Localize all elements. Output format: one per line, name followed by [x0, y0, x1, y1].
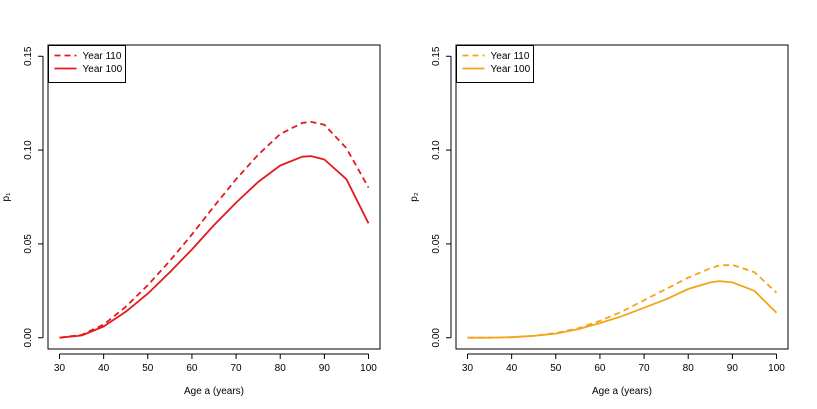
x-tick-label: 100 [360, 363, 377, 374]
legend-box [456, 45, 534, 83]
y-axis-label: p₂ [409, 192, 420, 202]
series-line-2 [467, 280, 778, 339]
y-tick-label: 0.15 [23, 46, 34, 66]
x-tick-label: 80 [275, 363, 287, 374]
x-tick-label: 60 [594, 363, 606, 374]
x-tick-label: 30 [462, 363, 474, 374]
x-axis-label: Age a (years) [592, 386, 652, 397]
y-tick-label: 0.00 [23, 328, 34, 348]
x-tick-label: 100 [768, 363, 785, 374]
legend-label: Year 110 [491, 51, 530, 62]
legend: Year 110 Year 100 [48, 45, 126, 83]
y-tick-label: 0.15 [431, 46, 442, 66]
series-line-2 [59, 155, 370, 339]
x-tick-label: 40 [98, 363, 110, 374]
y-axis-label: p₁ [1, 192, 12, 202]
series-line-1 [59, 121, 370, 339]
x-tick-label: 80 [683, 363, 695, 374]
y-tick-label: 0.05 [431, 234, 442, 254]
y-tick-label: 0.00 [431, 328, 442, 348]
legend: Year 110 Year 100 [456, 45, 534, 83]
legend-box [48, 45, 126, 83]
legend-label: Year 100 [83, 64, 123, 75]
x-tick-label: 50 [550, 363, 562, 374]
legend-label: Year 110 [83, 51, 122, 62]
plot-frame [47, 44, 381, 350]
series-line-1 [467, 263, 778, 339]
x-tick-label: 40 [506, 363, 518, 374]
y-tick-label: 0.10 [23, 140, 34, 160]
x-axis-label: Age a (years) [184, 386, 244, 397]
y-tick-label: 0.10 [431, 140, 442, 160]
x-tick-label: 90 [319, 363, 331, 374]
x-tick-label: 70 [639, 363, 651, 374]
y-tick-label: 0.05 [23, 234, 34, 254]
chart-panel-2: 30 40 50 60 70 80 90 100 0.00 0.05 0.10 0.15 Age a (… [409, 44, 789, 397]
x-tick-label: 30 [54, 363, 66, 374]
legend-label: Year 100 [491, 64, 531, 75]
x-tick-label: 60 [186, 363, 198, 374]
plot-frame [455, 44, 789, 350]
x-tick-label: 70 [231, 363, 243, 374]
chart-panel-1: 30 40 50 60 70 80 90 100 0.00 0.05 0.10 0.15 Age a (… [1, 44, 381, 397]
x-tick-label: 50 [142, 363, 154, 374]
x-tick-label: 90 [727, 363, 739, 374]
